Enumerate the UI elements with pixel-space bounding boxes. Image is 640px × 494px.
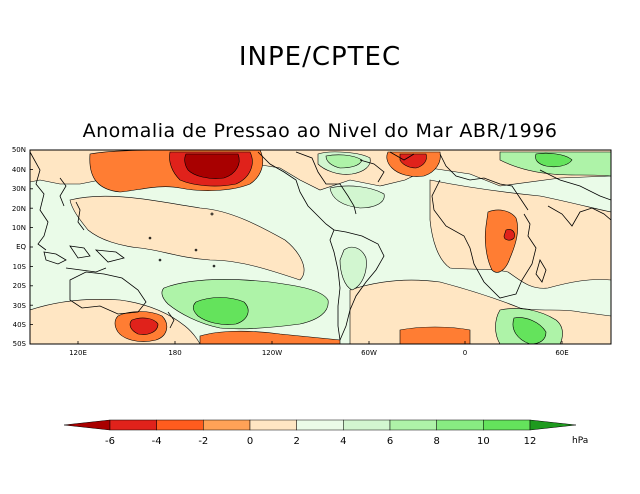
coastlines bbox=[30, 151, 611, 341]
lon-label: 180 bbox=[168, 349, 181, 357]
low-south-atlantic-strip bbox=[399, 326, 471, 344]
color-legend-ticks: -6 -4 -2 0 2 4 6 8 10 12 bbox=[105, 436, 536, 447]
high-indian-ocean-core bbox=[512, 317, 547, 344]
legend-box bbox=[483, 419, 531, 431]
low-africa bbox=[484, 209, 518, 273]
legend-unit: hPa bbox=[572, 436, 588, 446]
lat-label: 40S bbox=[13, 321, 27, 329]
lat-label: 30N bbox=[12, 185, 26, 193]
lat-labels: 50N 40N 30N 20N 10N EQ 10S 20S 30S 40S 5… bbox=[12, 146, 27, 348]
legend-tick: 0 bbox=[247, 436, 253, 447]
high-eurasia-core bbox=[535, 152, 573, 168]
legend-tick: 4 bbox=[340, 436, 346, 447]
lon-label: 120W bbox=[262, 349, 282, 357]
high-caribbean bbox=[329, 185, 385, 209]
lat-label: 20N bbox=[12, 205, 26, 213]
low-south-pacific-strip bbox=[199, 330, 341, 344]
legend-tick: 10 bbox=[477, 436, 490, 447]
agency-title: INPE/CPTEC bbox=[238, 42, 402, 72]
high-south-america bbox=[339, 246, 367, 291]
legend-tick: -2 bbox=[198, 436, 208, 447]
lat-label: 20S bbox=[13, 282, 27, 290]
legend-tick: 2 bbox=[293, 436, 299, 447]
lat-label: 40N bbox=[12, 166, 26, 174]
legend-tick: 8 bbox=[433, 436, 439, 447]
low-north-pacific-core bbox=[184, 153, 240, 179]
axis-ticks bbox=[30, 149, 563, 345]
lon-labels: 120E 180 120W 60W 0 60E bbox=[69, 349, 569, 357]
legend-tick: 12 bbox=[524, 436, 537, 447]
lon-label: 60W bbox=[361, 349, 377, 357]
legend-box bbox=[109, 419, 157, 431]
legend-box bbox=[343, 419, 391, 431]
negative-anomaly-central-pacific bbox=[69, 195, 305, 281]
high-south-pacific-inner bbox=[192, 297, 249, 325]
lon-label: 0 bbox=[463, 349, 467, 357]
legend-box bbox=[296, 419, 344, 431]
legend-box bbox=[249, 419, 297, 431]
lat-label: 30S bbox=[13, 302, 27, 310]
low-north-atlantic-core bbox=[399, 153, 427, 169]
map-title: Anomalia de Pressao ao Nivel do Mar ABR/… bbox=[82, 120, 558, 142]
color-legend: -6 -4 -2 0 2 4 6 8 10 12 hPa bbox=[0, 410, 640, 460]
legend-box bbox=[389, 419, 437, 431]
lat-label: EQ bbox=[16, 243, 26, 251]
lon-label: 120E bbox=[69, 349, 87, 357]
legend-tick: -6 bbox=[105, 436, 115, 447]
legend-box bbox=[203, 419, 251, 431]
map-svg: 50N 40N 30N 20N 10N EQ 10S 20S 30S 40S 5… bbox=[12, 146, 612, 357]
lat-label: 50S bbox=[13, 340, 27, 348]
lat-label: 10S bbox=[13, 263, 27, 271]
negative-anomaly-africa bbox=[429, 179, 611, 289]
legend-tick: -4 bbox=[152, 436, 162, 447]
lat-label: 50N bbox=[12, 146, 26, 154]
legend-box bbox=[156, 419, 204, 431]
legend-tick: 6 bbox=[387, 436, 393, 447]
low-australia-core bbox=[129, 317, 159, 335]
high-north-atlantic-core bbox=[325, 154, 363, 169]
legend-arrow-high bbox=[529, 419, 577, 431]
lat-label: 10N bbox=[12, 224, 26, 232]
anomaly-map: 50N 40N 30N 20N 10N EQ 10S 20S 30S 40S 5… bbox=[0, 140, 640, 370]
color-legend-svg: -6 -4 -2 0 2 4 6 8 10 12 hPa bbox=[63, 419, 588, 447]
low-africa-core bbox=[503, 229, 515, 241]
legend-arrow-low bbox=[63, 419, 111, 431]
legend-box bbox=[436, 419, 484, 431]
lon-label: 60E bbox=[555, 349, 568, 357]
color-legend-boxes bbox=[63, 419, 577, 431]
